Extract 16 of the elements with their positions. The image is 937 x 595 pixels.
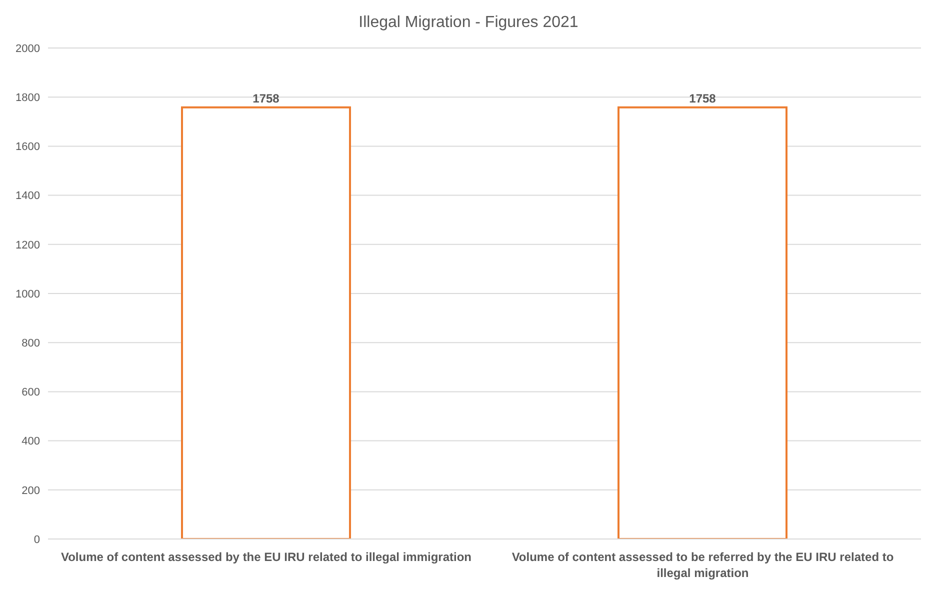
y-tick-label: 600 (22, 386, 40, 399)
y-tick-label: 0 (34, 534, 40, 546)
data-label: 1758 (252, 91, 280, 106)
y-tick-label: 1000 (16, 288, 40, 300)
y-tick-label: 200 (22, 484, 40, 497)
y-tick-label: 2000 (16, 42, 40, 55)
y-tick-label: 1200 (16, 239, 40, 252)
x-tick-label: Volume of content assessed by the EU IRU related to illegal immigration (60, 550, 472, 564)
chart-title: Illegal Migration - Figures 2021 (358, 13, 580, 33)
data-label: 1758 (689, 91, 716, 106)
y-tick-label: 400 (22, 436, 40, 448)
y-tick-label: 800 (22, 338, 40, 350)
y-tick-label: 1400 (16, 190, 40, 202)
x-tick-label: Volume of content assessed to be referred by the EU IRU related to illegal migration (512, 550, 894, 580)
y-tick-label: 1800 (16, 92, 40, 104)
y-tick-label: 1600 (16, 141, 40, 154)
